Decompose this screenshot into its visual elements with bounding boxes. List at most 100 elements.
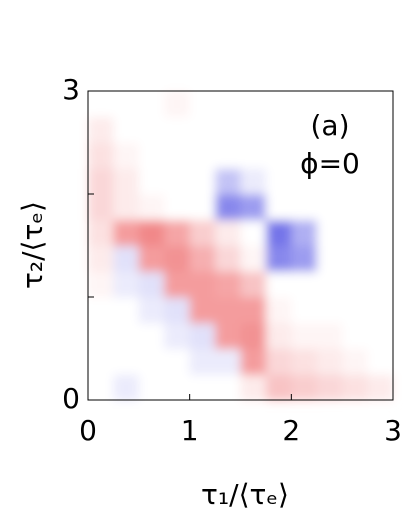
heatmap-cell — [367, 142, 394, 169]
heatmap-cell — [265, 116, 292, 143]
heatmap-cell — [367, 245, 394, 272]
heatmap-cell — [265, 245, 292, 272]
heatmap-cell — [291, 245, 318, 272]
heatmap-cell — [265, 322, 292, 349]
heatmap-cell — [164, 219, 191, 246]
annotation: ϕ=0 — [300, 147, 360, 180]
heatmap-cell — [342, 116, 369, 143]
heatmap-cell — [316, 245, 343, 272]
heatmap-cell — [291, 297, 318, 324]
heatmap-cell — [88, 322, 114, 349]
heatmap-cell — [189, 219, 216, 246]
heatmap-cell — [113, 219, 140, 246]
heatmap-cell — [189, 348, 216, 375]
heatmap-cell — [265, 271, 292, 298]
heatmap-cell — [113, 245, 140, 272]
heatmap-cell — [215, 168, 241, 195]
heatmap-cell — [113, 374, 140, 401]
heatmap-cell — [215, 219, 241, 246]
heatmap-cell — [342, 374, 369, 401]
heatmap-cell — [367, 194, 394, 221]
x-tick-label: 2 — [282, 414, 300, 447]
heatmap-cell — [342, 168, 369, 195]
heatmap-cell — [189, 194, 216, 221]
heatmap-cell — [240, 116, 267, 143]
heatmap-cell — [240, 168, 267, 195]
heatmap-cell — [316, 116, 343, 143]
heatmap-cell — [240, 374, 267, 401]
heatmap-cell — [291, 348, 318, 375]
heatmap-cell — [316, 219, 343, 246]
annotation: (a) — [310, 109, 349, 142]
heatmap-cell — [265, 374, 292, 401]
heatmap-cell — [240, 91, 267, 118]
heatmap-cell — [342, 142, 369, 169]
heatmap-cell — [291, 91, 318, 118]
heatmap-cell — [138, 271, 165, 298]
heatmap-cell — [240, 194, 267, 221]
heatmap-cell — [316, 322, 343, 349]
x-tick-label: 0 — [79, 414, 97, 447]
heatmap-cell — [164, 374, 191, 401]
heatmap-cell — [164, 194, 191, 221]
heatmap-cell — [265, 142, 292, 169]
heatmap-cell — [164, 271, 191, 298]
heatmap-cell — [215, 322, 241, 349]
heatmap-cell — [189, 116, 216, 143]
heatmap-cell — [215, 348, 241, 375]
heatmap-cell — [189, 271, 216, 298]
y-tick-label: 3 — [62, 73, 80, 106]
heatmap-cell — [215, 271, 241, 298]
heatmap-cell — [189, 374, 216, 401]
heatmap-cell — [88, 348, 114, 375]
heatmap-cell — [265, 348, 292, 375]
heatmap-cell — [113, 271, 140, 298]
heatmap-cell — [316, 91, 343, 118]
heatmap-cell — [113, 91, 140, 118]
heatmap-cell — [215, 245, 241, 272]
heatmap-cell — [88, 374, 114, 401]
heatmap-cell — [367, 219, 394, 246]
heatmap-cell — [342, 348, 369, 375]
heatmap-cell — [367, 297, 394, 324]
heatmap-cell — [113, 348, 140, 375]
plot-frame — [87, 90, 394, 401]
heatmap-cell — [138, 142, 165, 169]
y-axis-label: τ₂/⟨τₑ⟩ — [16, 201, 49, 289]
heatmap-cell — [265, 91, 292, 118]
heatmap-cell — [113, 116, 140, 143]
heatmap-cell — [113, 142, 140, 169]
heatmap-cell — [265, 219, 292, 246]
heatmap-cell — [367, 116, 394, 143]
heatmap-cell — [164, 297, 191, 324]
heatmap-cell — [138, 91, 165, 118]
heatmap-cell — [88, 142, 114, 169]
heatmap-cell — [291, 322, 318, 349]
heatmap-cell — [138, 219, 165, 246]
heatmap-cell — [164, 348, 191, 375]
heatmap-cell — [367, 91, 394, 118]
heatmap-cell — [367, 348, 394, 375]
heatmap-cell — [291, 116, 318, 143]
heatmap-cell — [265, 168, 292, 195]
heatmap-cell — [342, 245, 369, 272]
heatmap-cell — [291, 168, 318, 195]
heatmap-cell — [164, 116, 191, 143]
heatmap-cell — [138, 116, 165, 143]
heatmap-cell — [240, 297, 267, 324]
heatmap-cell — [291, 194, 318, 221]
heatmap-cell — [164, 168, 191, 195]
heatmap-cell — [189, 297, 216, 324]
heatmap-cell — [113, 297, 140, 324]
heatmap-cell — [189, 142, 216, 169]
heatmap-cell — [215, 194, 241, 221]
heatmap-cell — [342, 322, 369, 349]
heatmap-cell — [88, 219, 114, 246]
heatmap-cell — [88, 168, 114, 195]
heatmap-cell — [215, 142, 241, 169]
heatmap-cell — [342, 271, 369, 298]
heatmap-cell — [367, 322, 394, 349]
heatmap-cell — [342, 194, 369, 221]
heatmap-cell — [138, 374, 165, 401]
